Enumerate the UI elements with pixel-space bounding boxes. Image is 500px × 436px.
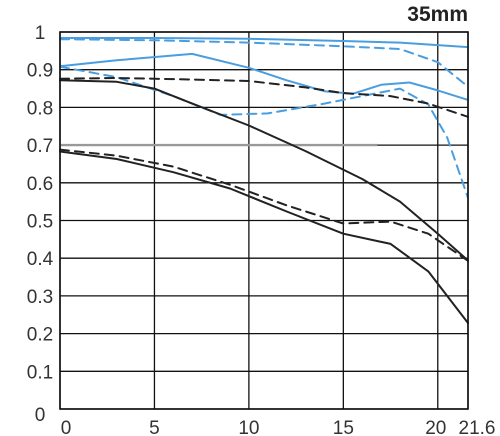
series-line-4 [59,65,469,199]
x-tick-label: 10 [238,418,259,436]
y-tick-label: 0.9 [27,61,53,82]
y-tick-label: 1 [35,23,46,44]
plot-frame [59,31,469,410]
series-line-3 [59,52,469,101]
y-axis-ticks: 0 0.1 0.2 0.3 0.4 0.5 0.6 0.7 0.8 0.9 1 [27,23,54,426]
y-tick-label: 0.1 [27,362,53,383]
y-tick-label: 0.5 [27,212,53,233]
x-tick-label: 15 [333,418,354,436]
series-line-8 [59,150,469,324]
series-line-5 [59,77,469,118]
y-tick-label: 0.7 [27,136,53,157]
x-tick-label: 20 [425,418,446,436]
y-tick-label: 0.2 [27,325,53,346]
series-line-7 [59,148,469,262]
series-line-1 [59,37,469,49]
series-line-2 [59,38,469,88]
plot-border [59,31,469,410]
grid [59,31,469,410]
chart-title: 35mm [407,3,468,26]
series-line-6 [59,79,469,262]
y-tick-label: 0.6 [27,174,53,195]
x-tick-label: 0 [61,418,72,436]
y-tick-label: 0.3 [27,287,53,308]
x-tick-label: 21.6 [459,418,496,436]
y-tick-label: 0.4 [27,249,54,270]
y-tick-label: 0 [35,405,46,426]
x-tick-label: 5 [149,418,160,436]
series-layer [59,37,469,324]
y-tick-label: 0.8 [27,98,53,119]
x-axis-ticks: 0 5 10 15 20 21.6 [61,418,496,436]
